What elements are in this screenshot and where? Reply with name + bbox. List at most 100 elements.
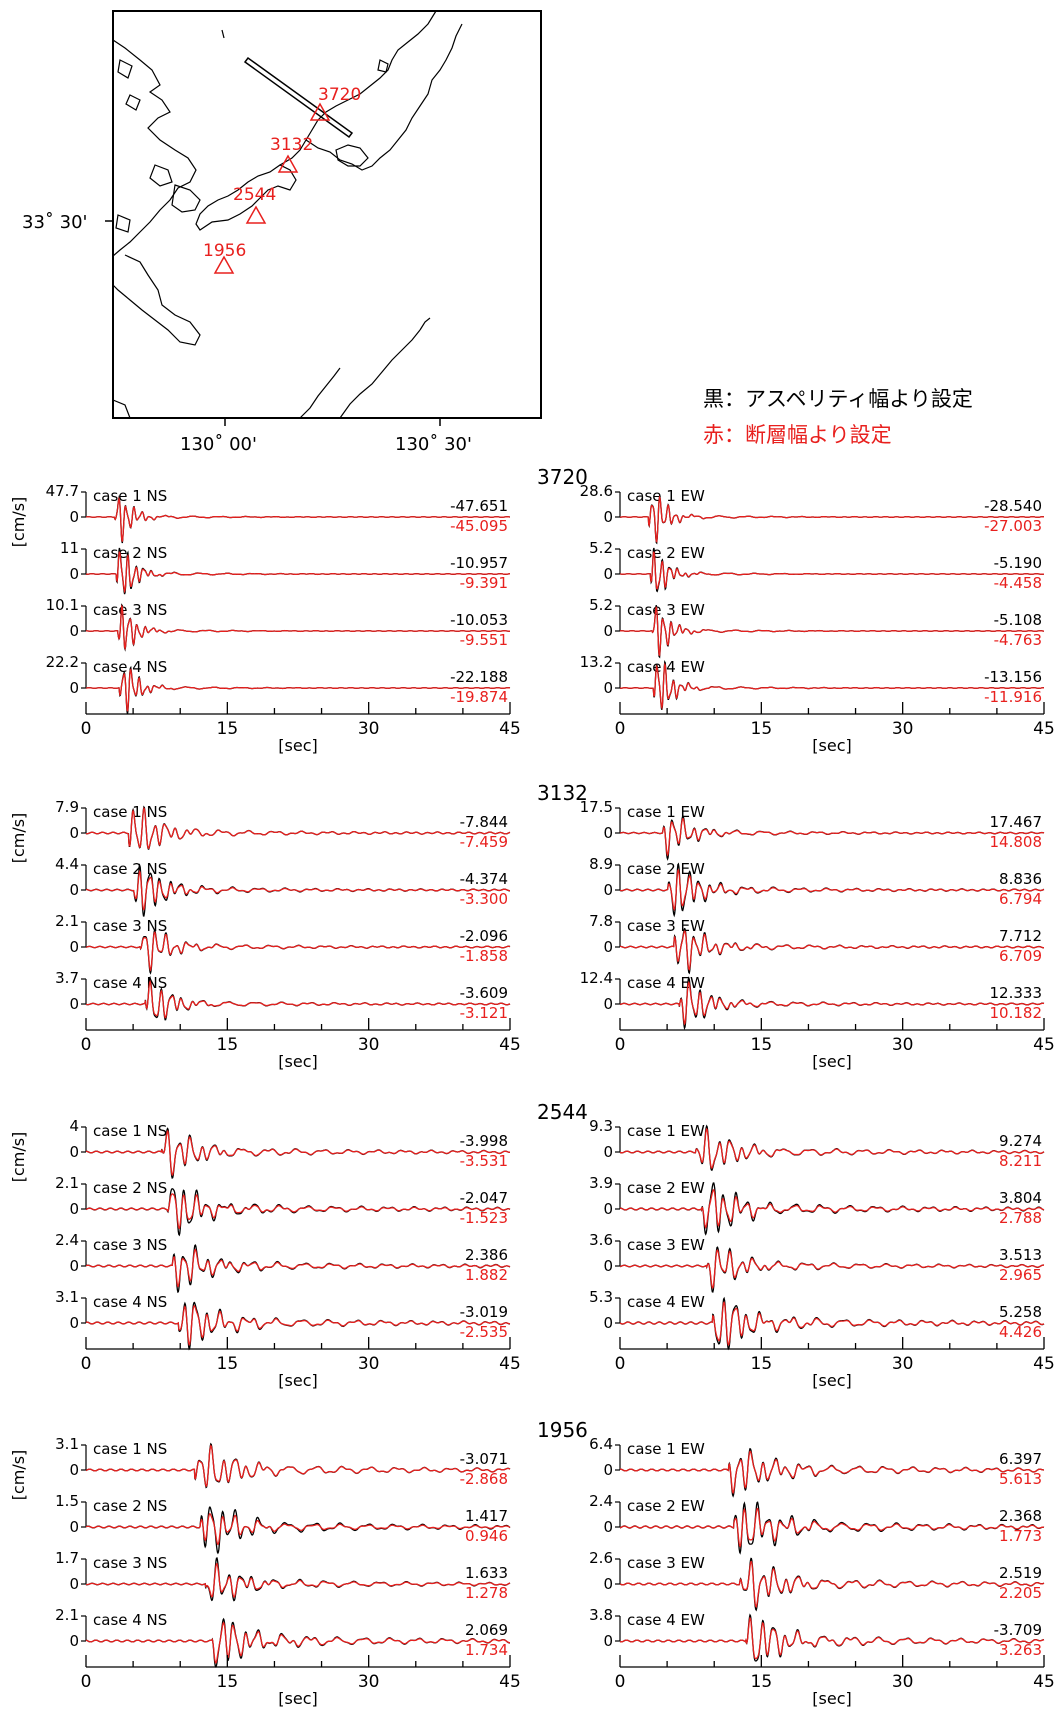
x-tick-label: 30 xyxy=(358,1354,380,1374)
red-trace xyxy=(86,1129,510,1176)
x-tick-label: 45 xyxy=(499,1035,521,1055)
red-trace xyxy=(619,1249,1045,1289)
red-peak-label: -1.523 xyxy=(460,1209,508,1227)
case-label: case 4 NS xyxy=(93,658,167,676)
panel-3132-NS: [cm/s] 7.9 0 case 1 NS -7.844 -7.459 4.4 0 case … xyxy=(9,798,521,1071)
station-title: 2544 xyxy=(537,1100,588,1124)
x-tick-label: 0 xyxy=(81,719,92,739)
black-peak-label: 5.258 xyxy=(999,1303,1042,1321)
red-peak-label: -9.391 xyxy=(460,574,508,592)
case-label: case 4 NS xyxy=(93,974,167,992)
scale-label: 12.4 xyxy=(580,969,613,987)
scale-label: 3.9 xyxy=(589,1174,613,1192)
zero-label: 0 xyxy=(603,995,613,1013)
zero-label: 0 xyxy=(69,1143,79,1161)
trace: 12.4 0 case 4 EW 12.333 10.182 xyxy=(580,969,1045,1031)
trace: 2.4 0 case 2 EW 2.368 1.773 xyxy=(589,1492,1045,1555)
red-trace xyxy=(85,1621,510,1664)
zero-label: 0 xyxy=(69,1632,79,1650)
red-peak-label: -2.535 xyxy=(460,1323,508,1341)
black-peak-label: -3.019 xyxy=(460,1303,508,1321)
zero-label: 0 xyxy=(69,1518,79,1536)
case-label: case 1 NS xyxy=(93,1122,167,1140)
red-peak-label: 0.946 xyxy=(465,1527,508,1545)
case-label: case 3 NS xyxy=(93,1554,167,1572)
red-peak-label: -11.916 xyxy=(984,688,1042,706)
black-peak-label: 2.069 xyxy=(465,1621,508,1639)
red-trace xyxy=(620,930,1044,971)
red-trace xyxy=(619,817,1045,857)
black-peak-label: -4.374 xyxy=(460,870,508,888)
station-title: 3132 xyxy=(537,781,588,805)
trace: 6.4 0 case 1 EW 6.397 5.613 xyxy=(589,1435,1044,1498)
red-peak-label: 5.613 xyxy=(999,1470,1042,1488)
trace: 3.9 0 case 2 EW 3.804 2.788 xyxy=(589,1174,1045,1236)
case-label: case 1 EW xyxy=(627,1122,705,1140)
black-peak-label: 9.274 xyxy=(999,1132,1042,1150)
trace: 5.2 0 case 3 EW -5.108 -4.763 xyxy=(589,596,1044,659)
scale-label: 17.5 xyxy=(580,798,613,816)
stations: 3720 3132 2544 1956 xyxy=(203,85,361,274)
x-tick-label: 45 xyxy=(499,1672,521,1692)
red-peak-label: 6.709 xyxy=(999,947,1042,965)
scale-label: 2.6 xyxy=(589,1549,613,1567)
panel-1956-NS: [cm/s] 3.1 0 case 1 NS -3.071 -2.868 1.5 0 case … xyxy=(9,1435,521,1708)
red-peak-label: 2.788 xyxy=(999,1209,1042,1227)
red-trace xyxy=(85,1512,511,1546)
y-axis-label: [cm/s] xyxy=(9,497,28,548)
trace: 7.8 0 case 3 EW 7.712 6.709 xyxy=(589,912,1044,975)
zero-label: 0 xyxy=(603,1314,613,1332)
zero-label: 0 xyxy=(603,1575,613,1593)
trace: 28.6 0 case 1 EW -28.540 -27.003 xyxy=(580,482,1044,545)
case-label: case 1 EW xyxy=(627,1440,705,1458)
x-tick-label: 45 xyxy=(1033,1354,1055,1374)
scale-label: 7.9 xyxy=(55,798,79,816)
zero-label: 0 xyxy=(603,508,613,526)
case-label: case 3 EW xyxy=(627,601,705,619)
x-tick-label: 45 xyxy=(1033,719,1055,739)
x-axis-label: [sec] xyxy=(812,1052,851,1071)
coastline xyxy=(112,10,463,419)
map-panel: 3720 3132 2544 1956 33˚ 30' 130˚ 00' 130˚ 3… xyxy=(22,10,542,455)
x-axis-label: [sec] xyxy=(278,736,317,755)
scale-label: 3.1 xyxy=(55,1435,79,1453)
zero-label: 0 xyxy=(603,1518,613,1536)
trace: 3.7 0 case 4 NS -3.609 -3.121 xyxy=(55,969,511,1022)
trace: 3.1 0 case 1 NS -3.071 -2.868 xyxy=(55,1435,511,1489)
x-tick-label: 0 xyxy=(615,1035,626,1055)
x-tick-label: 30 xyxy=(892,719,914,739)
x-tick-label: 0 xyxy=(81,1672,92,1692)
trace: 2.1 0 case 2 NS -2.047 -1.523 xyxy=(55,1174,511,1237)
x-axis-label: [sec] xyxy=(812,1689,851,1708)
station-label: 3720 xyxy=(318,85,361,105)
x-axis-label: [sec] xyxy=(812,736,851,755)
station-triangle xyxy=(309,102,331,121)
trace: 2.4 0 case 3 NS 2.386 1.882 xyxy=(55,1231,511,1294)
zero-label: 0 xyxy=(69,881,79,899)
trace: 4.4 0 case 2 NS -4.374 -3.300 xyxy=(55,855,510,917)
trace: 22.2 0 case 4 NS -22.188 -19.874 xyxy=(46,653,511,715)
black-peak-label: -10.053 xyxy=(450,611,508,629)
trace: 10.1 0 case 3 NS -10.053 -9.551 xyxy=(46,596,510,652)
case-label: case 4 NS xyxy=(93,1293,167,1311)
zero-label: 0 xyxy=(603,938,613,956)
black-peak-label: 3.513 xyxy=(999,1246,1042,1264)
zero-label: 0 xyxy=(69,622,79,640)
black-peak-label: 2.519 xyxy=(999,1564,1042,1582)
red-peak-label: -3.300 xyxy=(460,890,508,908)
black-peak-label: 1.633 xyxy=(465,1564,508,1582)
x-axis-label: [sec] xyxy=(278,1689,317,1708)
case-label: case 2 NS xyxy=(93,860,167,878)
red-peak-label: 1.278 xyxy=(465,1584,508,1602)
x-tick-label: 30 xyxy=(892,1672,914,1692)
red-trace xyxy=(620,1189,1045,1229)
zero-label: 0 xyxy=(69,1257,79,1275)
black-peak-label: -3.709 xyxy=(994,1621,1042,1639)
red-peak-label: 1.882 xyxy=(465,1266,508,1284)
red-trace xyxy=(85,1444,511,1488)
